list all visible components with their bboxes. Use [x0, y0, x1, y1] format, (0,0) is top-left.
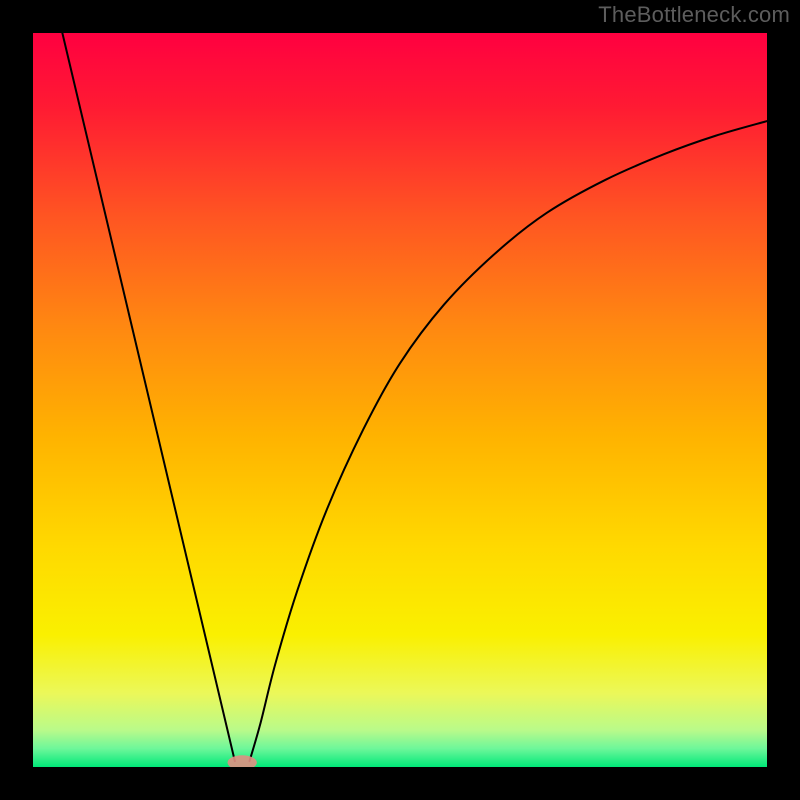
chart-container: TheBottleneck.com	[0, 0, 800, 800]
chart-background	[33, 33, 767, 767]
watermark-text: TheBottleneck.com	[598, 2, 790, 28]
chart-svg	[33, 33, 767, 767]
plot-area	[33, 33, 767, 767]
